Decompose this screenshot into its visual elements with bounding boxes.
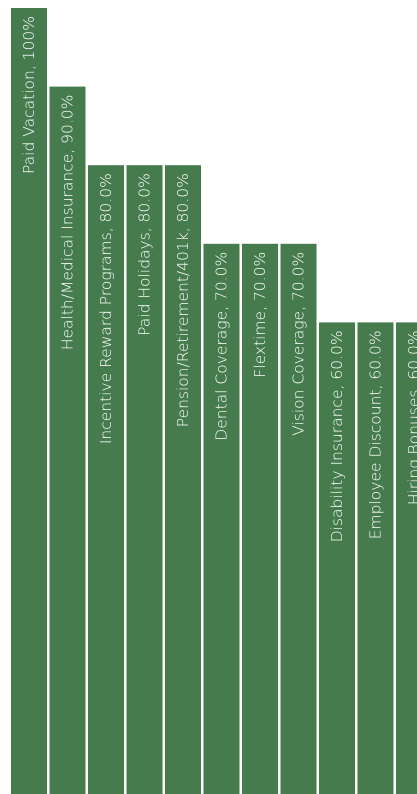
bar-label: Employee Discount, 60.0% <box>367 330 385 539</box>
bar-label: Disability Insurance, 60.0% <box>328 330 346 542</box>
bar-flextime <box>242 243 278 794</box>
bar-label: Paid Holidays, 80.0% <box>136 173 154 336</box>
bar-label: Flextime, 70.0% <box>251 252 269 378</box>
bar-paid-vacation <box>11 8 47 794</box>
bar-label: Hiring Bonuses, 60.0% <box>405 330 417 505</box>
bar-label: Pension/Retirement/401k, 80.0% <box>174 173 192 427</box>
bar-employee-discount <box>357 322 394 794</box>
bar-disability-insurance <box>319 322 355 794</box>
bar-labels-group: Paid Vacation, 100% Health/Medical Insura… <box>20 16 417 542</box>
bar-vision-coverage <box>280 243 317 794</box>
bar-dental-coverage <box>203 243 240 794</box>
bar-pension-retirement-401k <box>165 165 201 794</box>
bar-label: Incentive Reward Programs, 80.0% <box>97 173 115 444</box>
bar-paid-holidays <box>126 165 163 794</box>
bar-label: Paid Vacation, 100% <box>20 16 38 174</box>
bar-label: Health/Medical Insurance, 90.0% <box>59 95 77 351</box>
bar-label: Dental Coverage, 70.0% <box>213 252 231 441</box>
bar-health-medical-insurance <box>49 86 86 794</box>
bar-incentive-reward-programs <box>88 165 124 794</box>
bars-group <box>11 8 417 794</box>
bar-hiring-bonuses <box>396 322 417 794</box>
bar-label: Vision Coverage, 70.0% <box>290 252 308 436</box>
